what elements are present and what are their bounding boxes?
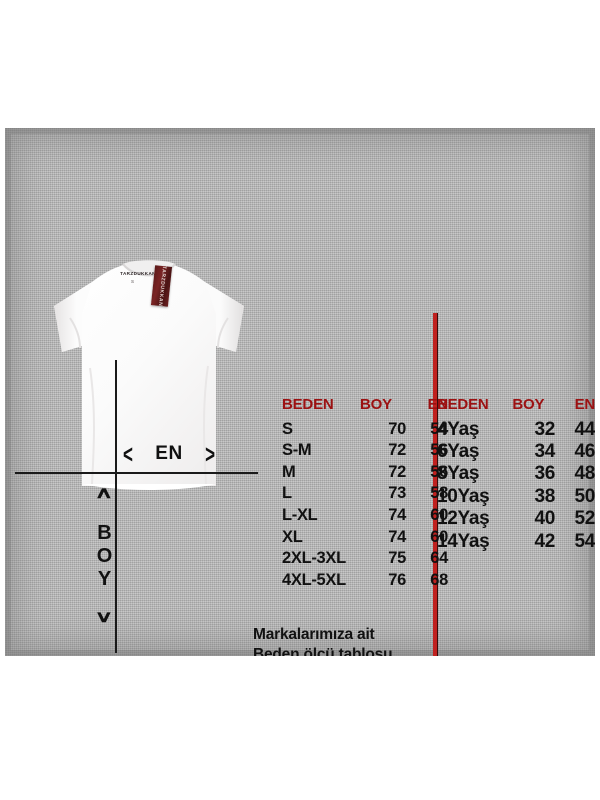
table-row: 4Yaş 32 44 bbox=[437, 418, 595, 440]
table-row: L 73 58 bbox=[282, 483, 448, 505]
cell-beden: S bbox=[282, 419, 293, 438]
cell-en: 60 bbox=[430, 506, 448, 525]
header-en: EN bbox=[574, 396, 595, 413]
cell-en: 60 bbox=[430, 527, 448, 546]
table-row: 6Yaş 34 46 bbox=[437, 440, 595, 462]
cell-beden: 4XL-5XL bbox=[282, 570, 346, 589]
table-row: S-M 72 56 bbox=[282, 440, 448, 462]
cell-en: 48 bbox=[574, 463, 595, 485]
cell-beden: 12Yaş bbox=[437, 508, 490, 530]
cell-en: 44 bbox=[574, 418, 595, 440]
table-row: 4XL-5XL 76 68 bbox=[282, 569, 448, 591]
table-row: XL 74 60 bbox=[282, 526, 448, 548]
cell-en: 68 bbox=[430, 570, 448, 589]
cell-en: 46 bbox=[574, 440, 595, 462]
table-row: 8Yaş 36 48 bbox=[437, 463, 595, 485]
photo-canvas: TARZDUKKAN S TARZDUKKAN < EN > ∧ BOY ∨ B… bbox=[5, 128, 595, 656]
arrow-left-icon: < bbox=[123, 439, 133, 469]
cell-boy: 75 bbox=[388, 549, 406, 568]
cell-beden: S-M bbox=[282, 441, 312, 460]
arrow-right-icon: > bbox=[205, 439, 215, 469]
cell-en: 56 bbox=[430, 462, 448, 481]
red-divider bbox=[433, 313, 438, 656]
table-row: M 72 56 bbox=[282, 461, 448, 483]
cell-en: 50 bbox=[574, 485, 595, 507]
cell-boy: 32 bbox=[534, 418, 556, 440]
table-header-row: BEDEN BOY EN bbox=[437, 396, 595, 418]
cell-en: 54 bbox=[574, 530, 595, 552]
table-header-row: BEDEN BOY EN bbox=[282, 396, 448, 418]
brand-caption-line2: Beden ölçü tablosu bbox=[253, 645, 393, 656]
cell-en: 54 bbox=[430, 419, 448, 438]
header-beden: BEDEN bbox=[282, 396, 334, 413]
cell-boy: 76 bbox=[388, 570, 406, 589]
header-boy: BOY bbox=[360, 396, 392, 413]
cell-beden: L-XL bbox=[282, 506, 318, 525]
kids-size-table: BEDEN BOY EN 4Yaş 32 44 6Yaş 34 46 bbox=[437, 396, 595, 553]
arrow-up-icon: ∧ bbox=[94, 485, 114, 502]
cell-boy: 34 bbox=[534, 440, 556, 462]
cell-boy: 40 bbox=[534, 508, 556, 530]
cell-en: 58 bbox=[430, 484, 448, 503]
cell-en: 56 bbox=[430, 441, 448, 460]
boy-text: BOY bbox=[93, 521, 116, 591]
cell-beden: L bbox=[282, 484, 292, 503]
table-row: L-XL 74 60 bbox=[282, 505, 448, 527]
cell-boy: 36 bbox=[534, 463, 556, 485]
cell-boy: 42 bbox=[534, 530, 556, 552]
cell-beden: 2XL-3XL bbox=[282, 549, 346, 568]
neck-size-label: S bbox=[131, 279, 135, 284]
cell-en: 52 bbox=[574, 508, 595, 530]
table-row: 2XL-3XL 75 64 bbox=[282, 548, 448, 570]
table-row: 14Yaş 42 54 bbox=[437, 530, 595, 552]
cell-boy: 74 bbox=[388, 506, 406, 525]
cell-boy: 72 bbox=[388, 441, 406, 460]
header-boy: BOY bbox=[512, 396, 545, 413]
hang-tag-text: TARZDUKKAN bbox=[156, 265, 167, 307]
table-row: 12Yaş 40 52 bbox=[437, 508, 595, 530]
cell-beden: XL bbox=[282, 527, 303, 546]
horizontal-measure-line bbox=[15, 472, 258, 474]
arrow-down-icon: ∨ bbox=[94, 609, 114, 626]
brand-caption: Markalarımıza ait Beden ölçü tablosu bbox=[253, 625, 433, 656]
brand-caption-line1: Markalarımıza ait bbox=[253, 626, 375, 643]
cell-boy: 73 bbox=[388, 484, 406, 503]
cell-en: 64 bbox=[430, 549, 448, 568]
vertical-measure-line bbox=[115, 360, 117, 653]
width-measure-label: < EN > bbox=[123, 440, 215, 468]
cell-boy: 38 bbox=[534, 485, 556, 507]
table-row: S 70 54 bbox=[282, 418, 448, 440]
cell-boy: 70 bbox=[388, 419, 406, 438]
header-beden: BEDEN bbox=[437, 396, 489, 413]
cell-beden: M bbox=[282, 462, 296, 481]
cell-boy: 72 bbox=[388, 462, 406, 481]
neck-label: TARZDUKKAN bbox=[120, 271, 156, 276]
cell-beden: 10Yaş bbox=[437, 485, 490, 507]
length-measure-label: ∧ BOY ∨ bbox=[89, 486, 119, 626]
header-en: EN bbox=[427, 396, 449, 413]
en-text: EN bbox=[155, 443, 183, 464]
cell-beden: 8Yaş bbox=[437, 463, 480, 485]
adult-size-table: BEDEN BOY EN S 70 54 S-M 72 56 bbox=[282, 396, 448, 591]
table-row: 10Yaş 38 50 bbox=[437, 485, 595, 507]
cell-beden: 6Yaş bbox=[437, 440, 480, 462]
cell-boy: 74 bbox=[388, 527, 406, 546]
cell-beden: 4Yaş bbox=[437, 418, 480, 440]
cell-beden: 14Yaş bbox=[437, 530, 490, 552]
